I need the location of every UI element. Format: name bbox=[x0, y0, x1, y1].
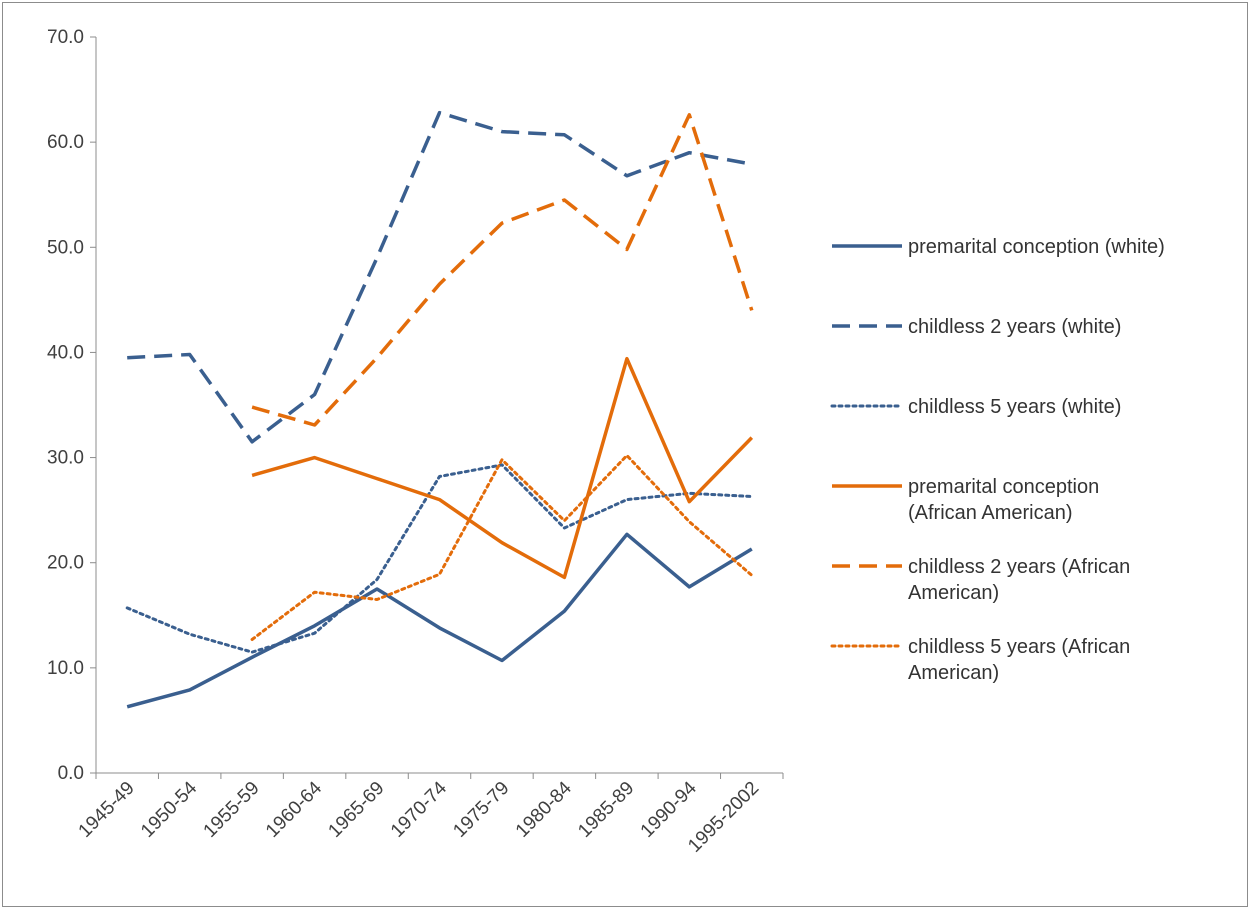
legend-label-line: American) bbox=[908, 662, 999, 684]
legend-label-3: childless 5 years (white) bbox=[908, 396, 1121, 418]
series-line-2 bbox=[127, 110, 753, 444]
legend-label-2: childless 2 years (white) bbox=[908, 316, 1121, 338]
legend-label-4: premarital conception (African American) bbox=[908, 476, 1099, 524]
x-tick-label: 1980-84 bbox=[512, 777, 576, 841]
x-tick-label: 1945-49 bbox=[75, 778, 139, 842]
series-line-3 bbox=[125, 463, 754, 654]
legend-label-line: childless 2 years (African bbox=[908, 556, 1130, 578]
y-tick-label: 0.0 bbox=[58, 763, 84, 784]
y-tick-label: 50.0 bbox=[47, 237, 84, 258]
legend-label-line: childless 2 years (white) bbox=[908, 316, 1121, 338]
x-tick-label: 1950-54 bbox=[137, 777, 201, 841]
legend-label-5: childless 2 years (African American) bbox=[908, 556, 1130, 604]
y-tick-label: 40.0 bbox=[47, 342, 84, 363]
legend-label-line: premarital conception (white) bbox=[908, 236, 1165, 258]
x-tick-label: 1985-89 bbox=[574, 778, 638, 842]
x-tick-label: 1965-69 bbox=[324, 778, 388, 842]
legend-label-line: American) bbox=[908, 582, 999, 604]
legend-label-6: childless 5 years (African American) bbox=[908, 636, 1130, 684]
y-tick-label: 20.0 bbox=[47, 553, 84, 574]
x-tick-label: 1990-94 bbox=[637, 777, 701, 841]
series-line-1 bbox=[126, 532, 753, 709]
legend-label-line: childless 5 years (African bbox=[908, 636, 1130, 658]
x-tick-label: 1970-74 bbox=[387, 777, 451, 841]
series-line-4 bbox=[251, 356, 754, 580]
x-tick-label: 1975-79 bbox=[449, 778, 513, 842]
series-line-6 bbox=[250, 454, 754, 641]
y-tick-label: 10.0 bbox=[47, 658, 84, 679]
legend-label-1: premarital conception (white) bbox=[908, 236, 1165, 258]
y-tick-label: 70.0 bbox=[47, 27, 84, 48]
legend-label-line: childless 5 years (white) bbox=[908, 396, 1121, 418]
x-tick-label: 1960-64 bbox=[262, 777, 326, 841]
y-tick-label: 30.0 bbox=[47, 448, 84, 469]
series-line-5 bbox=[251, 113, 754, 427]
line-chart: 0.010.020.030.040.050.060.070.01945-4919… bbox=[47, 27, 1165, 857]
legend-label-line: premarital conception bbox=[908, 476, 1099, 498]
legend-label-line: (African American) bbox=[908, 502, 1073, 524]
x-tick-label: 1955-59 bbox=[200, 778, 264, 842]
y-tick-label: 60.0 bbox=[47, 132, 84, 153]
